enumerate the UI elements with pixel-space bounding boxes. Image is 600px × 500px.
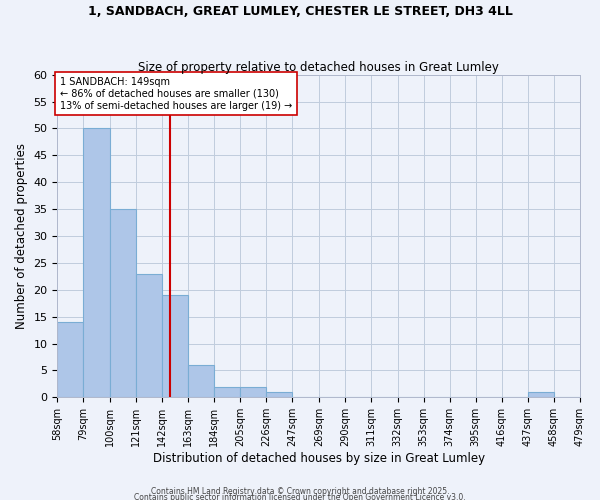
X-axis label: Distribution of detached houses by size in Great Lumley: Distribution of detached houses by size …: [152, 452, 485, 465]
Bar: [136, 274, 161, 398]
Bar: [58, 322, 83, 398]
Bar: [83, 128, 110, 398]
Bar: [266, 392, 292, 398]
Text: Contains HM Land Registry data © Crown copyright and database right 2025.: Contains HM Land Registry data © Crown c…: [151, 486, 449, 496]
Text: Contains public sector information licensed under the Open Government Licence v3: Contains public sector information licen…: [134, 492, 466, 500]
Bar: [188, 365, 214, 398]
Title: Size of property relative to detached houses in Great Lumley: Size of property relative to detached ho…: [138, 60, 499, 74]
Bar: [110, 209, 136, 398]
Text: 1, SANDBACH, GREAT LUMLEY, CHESTER LE STREET, DH3 4LL: 1, SANDBACH, GREAT LUMLEY, CHESTER LE ST…: [88, 5, 512, 18]
Y-axis label: Number of detached properties: Number of detached properties: [15, 143, 28, 329]
Bar: [528, 392, 554, 398]
Bar: [214, 386, 240, 398]
Bar: [240, 386, 266, 398]
Text: 1 SANDBACH: 149sqm
← 86% of detached houses are smaller (130)
13% of semi-detach: 1 SANDBACH: 149sqm ← 86% of detached hou…: [60, 78, 292, 110]
Bar: [161, 295, 188, 398]
